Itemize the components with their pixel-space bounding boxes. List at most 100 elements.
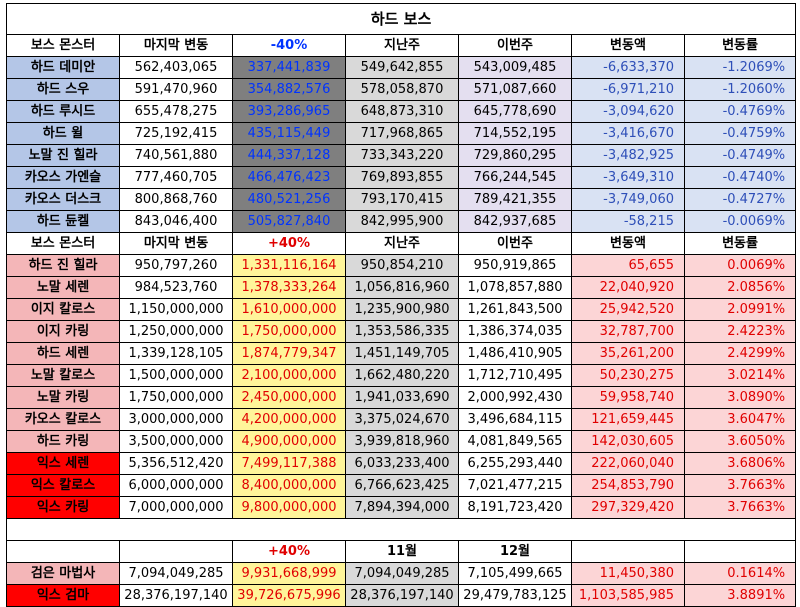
cell-this-week: 766,244,545	[458, 166, 572, 189]
header-last-change: 마지막 변동	[119, 232, 233, 255]
cell-change-rate: 3.7663%	[683, 474, 797, 497]
cell-last-week: 3,939,818,960	[345, 430, 459, 453]
cell-this-week: 842,937,685	[458, 210, 572, 233]
cell-change-rate: 3.6047%	[683, 408, 797, 431]
cell-last-week: 549,642,855	[345, 56, 459, 79]
cell-change-rate: 0.0069%	[683, 254, 797, 277]
cell-last-change: 28,376,197,140	[119, 584, 233, 607]
cell-this-week: 950,919,865	[458, 254, 572, 277]
cell-adjusted-price: 354,882,576	[232, 78, 346, 101]
cell-this-week: 6,255,293,440	[458, 452, 572, 475]
header-change-amount	[571, 540, 685, 563]
cell-change-amount: 297,329,420	[571, 496, 685, 519]
cell-adjusted-price: 1,610,000,000	[232, 298, 346, 321]
cell-boss-name: 노말 카링	[6, 386, 120, 409]
cell-last-change: 1,339,128,105	[119, 342, 233, 365]
boss-price-table: 하드 보스 보스 몬스터 마지막 변동 -40% 지난주 이번주 변동액 변동률 하드 데미안…	[5, 3, 797, 607]
header-boss-name: 보스 몬스터	[6, 34, 120, 57]
cell-last-change: 1,500,000,000	[119, 364, 233, 387]
cell-adjusted-price: 1,750,000,000	[232, 320, 346, 343]
header-change-rate: 변동률	[683, 34, 797, 57]
cell-change-amount: 142,030,605	[571, 430, 685, 453]
cell-boss-name: 카오스 칼로스	[6, 408, 120, 431]
cell-adjusted-price: 9,931,668,999	[232, 562, 346, 585]
cell-change-rate: -0.4769%	[683, 100, 797, 123]
header-last-change: 마지막 변동	[119, 34, 233, 57]
cell-change-amount: 222,060,040	[571, 452, 685, 475]
cell-change-amount: 25,942,520	[571, 298, 685, 321]
cell-last-week: 950,854,210	[345, 254, 459, 277]
header-last-week: 11월	[345, 540, 459, 563]
table-row: 하드 진 힐라 950,797,260 1,331,116,164 950,854,2…	[6, 254, 797, 277]
cell-last-week: 6,766,623,425	[345, 474, 459, 497]
cell-last-change: 843,046,400	[119, 210, 233, 233]
cell-this-week: 714,552,195	[458, 122, 572, 145]
cell-this-week: 543,009,485	[458, 56, 572, 79]
cell-boss-name: 하드 스우	[6, 78, 120, 101]
cell-this-week: 3,496,684,115	[458, 408, 572, 431]
cell-adjusted-price: 2,450,000,000	[232, 386, 346, 409]
cell-adjusted-price: 480,521,256	[232, 188, 346, 211]
spacer-cell	[5, 518, 797, 541]
cell-last-change: 1,250,000,000	[119, 320, 233, 343]
cell-boss-name: 익스 칼로스	[6, 474, 120, 497]
cell-adjusted-price: 7,499,117,388	[232, 452, 346, 475]
cell-this-week: 571,087,660	[458, 78, 572, 101]
cell-this-week: 2,000,992,430	[458, 386, 572, 409]
cell-change-amount: 50,230,275	[571, 364, 685, 387]
cell-last-week: 578,058,870	[345, 78, 459, 101]
cell-adjusted-price: 444,337,128	[232, 144, 346, 167]
cell-change-rate: 2.0991%	[683, 298, 797, 321]
cell-change-rate: -0.4740%	[683, 166, 797, 189]
cell-adjusted-price: 4,900,000,000	[232, 430, 346, 453]
cell-boss-name: 익스 카링	[6, 496, 120, 519]
cell-last-week: 1,451,149,705	[345, 342, 459, 365]
cell-last-change: 950,797,260	[119, 254, 233, 277]
cell-boss-name: 하드 듄켈	[6, 210, 120, 233]
cell-this-week: 29,479,783,125	[458, 584, 572, 607]
table-row: 노말 세렌 984,523,760 1,378,333,264 1,056,816,9…	[6, 276, 797, 299]
cell-boss-name: 하드 카링	[6, 430, 120, 453]
header-adjusted-price: -40%	[232, 34, 346, 57]
cell-adjusted-price: 1,874,779,347	[232, 342, 346, 365]
cell-boss-name: 익스 세렌	[6, 452, 120, 475]
cell-boss-name: 검은 마법사	[6, 562, 120, 585]
cell-last-week: 1,235,900,980	[345, 298, 459, 321]
section1-header-row: 보스 몬스터 마지막 변동 -40% 지난주 이번주 변동액 변동률	[6, 34, 797, 57]
cell-change-rate: 3.8891%	[683, 584, 797, 607]
cell-change-amount: 65,655	[571, 254, 685, 277]
header-last-week: 지난주	[345, 34, 459, 57]
cell-boss-name: 하드 루시드	[6, 100, 120, 123]
table-row: 검은 마법사 7,094,049,285 9,931,668,999 7,094,04…	[6, 562, 797, 585]
cell-this-week: 1,386,374,035	[458, 320, 572, 343]
cell-change-amount: 35,261,200	[571, 342, 685, 365]
cell-adjusted-price: 8,400,000,000	[232, 474, 346, 497]
table-row: 카오스 가엔슬 777,460,705 466,476,423 769,893,855…	[6, 166, 797, 189]
cell-last-change: 6,000,000,000	[119, 474, 233, 497]
header-adjusted-price: +40%	[232, 540, 346, 563]
cell-boss-name: 하드 진 힐라	[6, 254, 120, 277]
cell-boss-name: 카오스 더스크	[6, 188, 120, 211]
header-boss-name: 보스 몬스터	[6, 232, 120, 255]
cell-boss-name: 하드 세렌	[6, 342, 120, 365]
table-row: 이지 카링 1,250,000,000 1,750,000,000 1,353,586…	[6, 320, 797, 343]
cell-boss-name: 하드 데미안	[6, 56, 120, 79]
table-row: 익스 카링 7,000,000,000 9,800,000,000 7,894,394…	[6, 496, 797, 519]
cell-change-rate: -1.2069%	[683, 56, 797, 79]
cell-this-week: 7,021,477,215	[458, 474, 572, 497]
cell-change-amount: -3,416,670	[571, 122, 685, 145]
cell-last-change: 777,460,705	[119, 166, 233, 189]
table-row: 익스 세렌 5,356,512,420 7,499,117,388 6,033,233…	[6, 452, 797, 475]
cell-last-change: 591,470,960	[119, 78, 233, 101]
cell-change-rate: 3.0890%	[683, 386, 797, 409]
cell-last-change: 7,000,000,000	[119, 496, 233, 519]
cell-last-week: 793,170,415	[345, 188, 459, 211]
cell-change-rate: 3.6806%	[683, 452, 797, 475]
cell-last-change: 1,750,000,000	[119, 386, 233, 409]
section2-header-row: 보스 몬스터 마지막 변동 +40% 지난주 이번주 변동액 변동률	[6, 232, 797, 255]
table-row: 하드 듄켈 843,046,400 505,827,840 842,995,900 84…	[6, 210, 797, 233]
cell-last-change: 5,356,512,420	[119, 452, 233, 475]
cell-change-rate: 3.6050%	[683, 430, 797, 453]
cell-change-amount: 22,040,920	[571, 276, 685, 299]
table-row: 노말 카링 1,750,000,000 2,450,000,000 1,941,033…	[6, 386, 797, 409]
